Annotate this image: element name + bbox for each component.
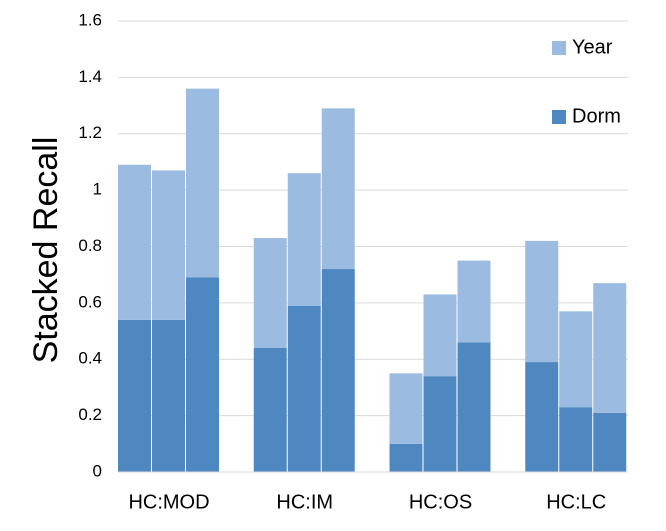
bar-segment bbox=[287, 305, 321, 472]
bar-segment bbox=[593, 412, 627, 472]
x-tick-label: HC:IM bbox=[276, 491, 333, 513]
bar-segment bbox=[186, 277, 219, 472]
bar-segment bbox=[593, 283, 627, 413]
bar-segment bbox=[423, 294, 457, 377]
y-tick-label: 0.2 bbox=[78, 405, 102, 424]
y-tick-label: 1.4 bbox=[78, 67, 102, 86]
bar-segment bbox=[152, 319, 185, 472]
bar-segment bbox=[253, 347, 287, 472]
y-tick-label: 0 bbox=[93, 461, 102, 480]
bar-segment bbox=[253, 238, 287, 348]
y-tick-label: 0.4 bbox=[78, 349, 102, 368]
legend-swatch bbox=[552, 110, 566, 124]
bar-segment bbox=[118, 319, 151, 472]
x-tick-label: HC:OS bbox=[409, 491, 472, 513]
bar-segment bbox=[389, 373, 423, 444]
bar-segment bbox=[389, 443, 423, 472]
y-axis-label: Stacked Recall bbox=[27, 137, 65, 364]
bar-segment bbox=[321, 269, 355, 472]
bar-segment bbox=[152, 170, 185, 320]
legend-swatch bbox=[552, 41, 566, 55]
bar-segment bbox=[321, 108, 355, 270]
legend-label: Year bbox=[572, 36, 613, 58]
legend-label: Dorm bbox=[572, 105, 621, 127]
y-tick-label: 1 bbox=[93, 180, 102, 199]
bar-segment bbox=[457, 260, 491, 343]
bar-segment bbox=[287, 173, 321, 306]
bar-segment bbox=[559, 407, 593, 472]
bar-segment bbox=[525, 362, 559, 472]
y-tick-label: 0.6 bbox=[78, 292, 102, 311]
bar-segment bbox=[559, 311, 593, 408]
bar-segment bbox=[186, 88, 219, 278]
y-tick-label: 0.8 bbox=[78, 236, 102, 255]
x-tick-label: HC:MOD bbox=[128, 491, 209, 513]
bar-segment bbox=[118, 164, 151, 320]
x-tick-label: HC:LC bbox=[546, 491, 606, 513]
y-tick-label: 1.6 bbox=[78, 10, 102, 29]
bar-segment bbox=[457, 342, 491, 472]
y-tick-label: 1.2 bbox=[78, 123, 102, 142]
bar-segment bbox=[423, 376, 457, 472]
bar-segment bbox=[525, 240, 559, 363]
